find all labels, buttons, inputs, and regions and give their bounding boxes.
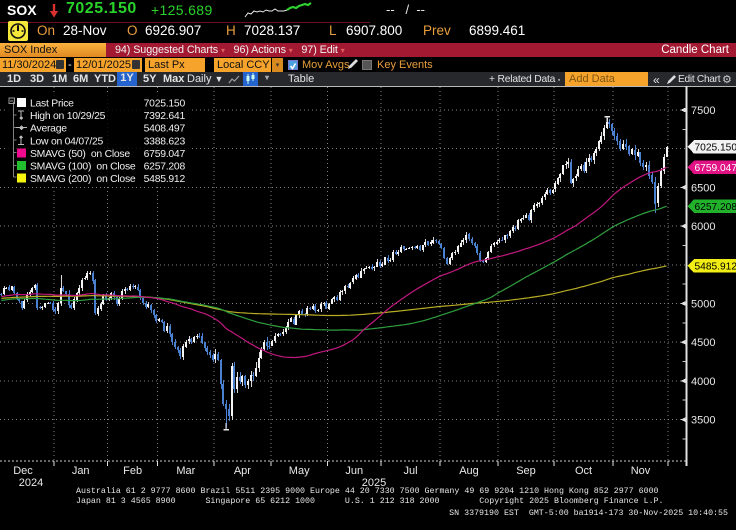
svg-text:SMAVG (100) on Close: SMAVG (100) on Close [30, 162, 136, 173]
svg-text:SMAVG (50) on Close: SMAVG (50) on Close [30, 149, 130, 160]
svg-text:6500: 6500 [691, 182, 715, 194]
svg-text:Mar: Mar [176, 465, 195, 477]
svg-text:May: May [289, 465, 310, 477]
svg-text:2024: 2024 [19, 477, 43, 487]
svg-text:5485.912: 5485.912 [144, 174, 186, 185]
svg-text:5000: 5000 [691, 299, 715, 311]
svg-text:6257.208: 6257.208 [144, 162, 186, 173]
svg-text:6257.208: 6257.208 [695, 202, 736, 213]
svg-text:Sep: Sep [516, 465, 536, 477]
svg-text:Jul: Jul [403, 465, 417, 477]
svg-text:Average: Average [30, 124, 67, 135]
svg-text:3500: 3500 [691, 415, 715, 427]
svg-text:Nov: Nov [631, 465, 651, 477]
svg-text:Aug: Aug [459, 465, 479, 477]
svg-text:5408.497: 5408.497 [144, 124, 186, 135]
svg-text:Low on 04/07/25: Low on 04/07/25 [30, 136, 104, 147]
svg-text:7025.150: 7025.150 [695, 143, 736, 154]
svg-text:5485.912: 5485.912 [695, 262, 736, 273]
svg-text:4000: 4000 [691, 376, 715, 388]
svg-text:7392.641: 7392.641 [144, 111, 186, 122]
svg-text:SMAVG (200) on Close: SMAVG (200) on Close [30, 174, 136, 185]
svg-text:3388.623: 3388.623 [144, 136, 186, 147]
svg-text:6759.047: 6759.047 [144, 149, 186, 160]
svg-text:Jun: Jun [345, 465, 363, 477]
svg-text:Dec: Dec [13, 465, 33, 477]
svg-text:7025.150: 7025.150 [144, 98, 186, 109]
svg-text:4500: 4500 [691, 337, 715, 349]
svg-text:Jan: Jan [72, 465, 90, 477]
svg-text:Apr: Apr [234, 465, 251, 477]
svg-text:Last Price: Last Price [30, 98, 74, 109]
svg-text:6000: 6000 [691, 221, 715, 233]
svg-text:6759.047: 6759.047 [695, 163, 736, 174]
svg-text:Oct: Oct [575, 465, 592, 477]
svg-text:2025: 2025 [362, 477, 386, 487]
svg-text:7500: 7500 [691, 105, 715, 117]
svg-text:High on 10/29/25: High on 10/29/25 [30, 111, 106, 122]
svg-text:Feb: Feb [123, 465, 142, 477]
